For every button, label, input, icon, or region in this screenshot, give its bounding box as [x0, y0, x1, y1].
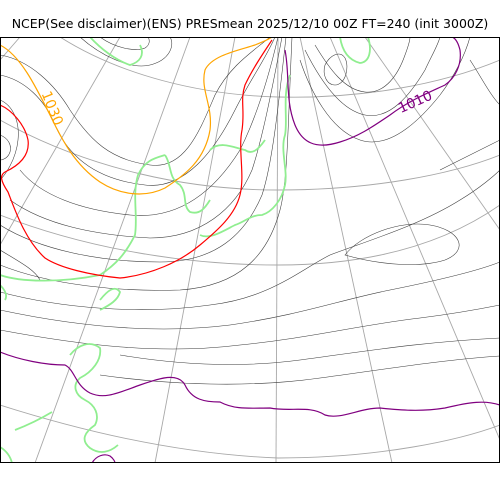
isobar — [0, 249, 41, 281]
isobar — [323, 53, 348, 86]
parallel-line — [0, 404, 500, 459]
parallel-line — [0, 119, 500, 191]
coastline — [0, 154, 166, 282]
coastline — [339, 37, 371, 64]
contour-label-1010: 1010 — [396, 88, 435, 117]
coastline — [164, 154, 211, 214]
isobar — [314, 37, 411, 93]
contour-1010 — [91, 454, 116, 463]
meridian-line — [34, 37, 191, 463]
coastline — [0, 284, 8, 301]
parallel-line — [59, 37, 500, 98]
coastline — [209, 139, 266, 153]
coastline — [199, 74, 291, 238]
contour-label-1030: 1030 — [38, 89, 66, 128]
contour-1010 — [284, 37, 461, 146]
coastline — [89, 37, 143, 66]
isobars — [0, 37, 500, 385]
meridian-line — [299, 37, 393, 463]
contour-1030 — [0, 37, 273, 195]
isobar — [0, 37, 293, 291]
isobar — [344, 223, 460, 265]
meridian-line — [329, 37, 500, 441]
meridian-line — [0, 37, 121, 246]
isobar — [0, 37, 287, 263]
contour-1020 — [0, 39, 273, 279]
map-title: NCEP(See disclaimer)(ENS) PRESmean 2025/… — [11, 16, 489, 31]
coastlines — [0, 37, 371, 463]
contour-1010 — [0, 351, 500, 417]
isobar — [0, 169, 500, 310]
isobar — [304, 37, 441, 116]
meridian-line — [275, 37, 279, 463]
isobar — [119, 337, 500, 365]
isobar — [0, 261, 500, 330]
isobar — [299, 37, 471, 143]
coastline — [0, 446, 13, 463]
coastline — [69, 343, 119, 453]
isobar — [99, 37, 150, 50]
isobar — [439, 139, 500, 171]
meridian-line — [364, 37, 500, 231]
isobar — [19, 37, 279, 216]
coastline — [14, 411, 53, 431]
isobar — [0, 37, 271, 166]
graticule-parallels — [0, 37, 500, 459]
graticule-meridians — [0, 37, 500, 463]
isobar — [0, 37, 276, 186]
isobar — [9, 37, 283, 239]
coastline — [99, 287, 121, 311]
isobar — [0, 99, 19, 181]
isobar — [99, 355, 500, 385]
parallel-line — [0, 204, 500, 266]
isobar — [79, 37, 173, 67]
meridian-line — [0, 37, 21, 61]
isobar — [0, 304, 500, 350]
isobar — [469, 59, 500, 106]
meridian-line — [154, 37, 236, 463]
isobar — [0, 134, 11, 161]
